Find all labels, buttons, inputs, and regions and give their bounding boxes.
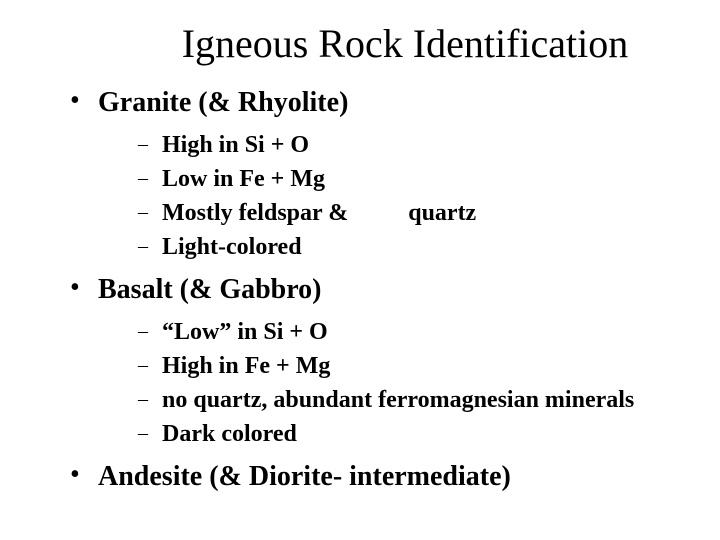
sub-label: Mostly feldspar & — [162, 200, 348, 226]
sub-extra: quartz — [408, 200, 476, 227]
bullet-list: Granite (& Rhyolite) High in Si + O Low … — [70, 85, 680, 494]
sub-list: “Low” in Si + O High in Fe + Mg no quart… — [98, 317, 680, 449]
sub-item: High in Fe + Mg — [138, 351, 680, 381]
sub-label: “Low” in Si + O — [162, 319, 328, 345]
bullet-item-andesite: Andesite (& Diorite- intermediate) — [70, 459, 680, 494]
bullet-label: Andesite (& Diorite- intermediate) — [98, 461, 511, 492]
bullet-label: Granite (& Rhyolite) — [98, 87, 348, 118]
sub-label: High in Fe + Mg — [162, 353, 330, 379]
sub-item: Dark colored — [138, 419, 680, 449]
sub-item: High in Si + O — [138, 130, 680, 160]
bullet-item-granite: Granite (& Rhyolite) High in Si + O Low … — [70, 85, 680, 262]
sub-item: “Low” in Si + O — [138, 317, 680, 347]
sub-item: Low in Fe + Mg — [138, 164, 680, 194]
bullet-item-basalt: Basalt (& Gabbro) “Low” in Si + O High i… — [70, 272, 680, 449]
bullet-label: Basalt (& Gabbro) — [98, 274, 322, 305]
sub-item: Light-colored — [138, 232, 680, 262]
slide-title: Igneous Rock Identification — [130, 20, 680, 67]
sub-label: High in Si + O — [162, 132, 309, 158]
sub-label: Light-colored — [162, 234, 302, 260]
sub-label: no quartz, abundant ferromagnesian miner… — [162, 387, 634, 413]
slide: Igneous Rock Identification Granite (& R… — [0, 0, 720, 540]
sub-label: Dark colored — [162, 421, 297, 447]
sub-item: no quartz, abundant ferromagnesian miner… — [138, 385, 680, 415]
sub-item: Mostly feldspar & quartz — [138, 198, 680, 228]
sub-label: Low in Fe + Mg — [162, 166, 325, 192]
sub-list: High in Si + O Low in Fe + Mg Mostly fel… — [98, 130, 680, 262]
